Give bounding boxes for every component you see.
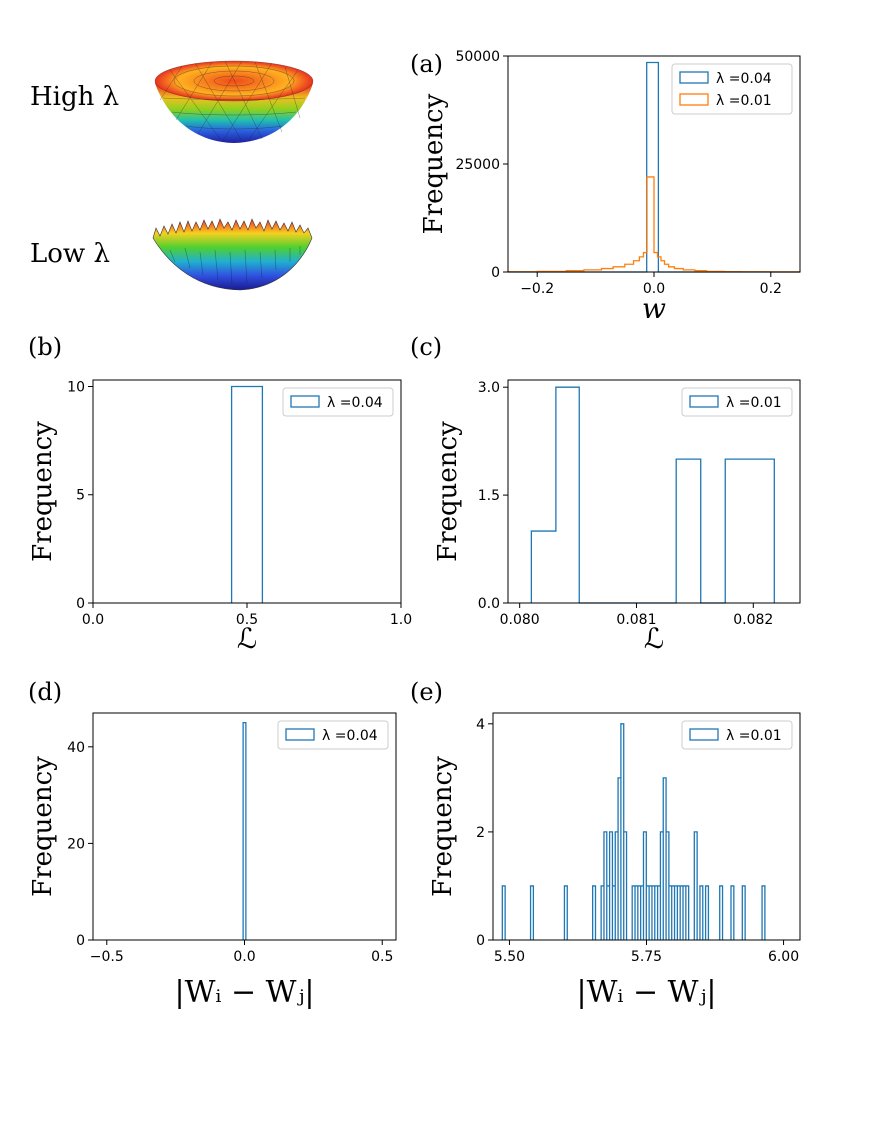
legend: λ =0.01 — [681, 387, 793, 417]
legend-label: λ =0.01 — [716, 93, 772, 109]
legend-box — [681, 387, 793, 417]
y-axis-label: Frequency — [419, 93, 449, 234]
rough-bowl-icon — [152, 218, 313, 291]
x-tick-label: 0.0 — [643, 281, 665, 297]
legend-box — [282, 387, 394, 417]
legend-label: λ =0.04 — [322, 728, 378, 744]
y-tick-label: 1.5 — [478, 488, 500, 504]
y-tick-label: 25000 — [455, 157, 500, 173]
x-tick-label: 5.75 — [631, 949, 662, 965]
histogram-series — [242, 722, 247, 940]
chart-panel-d: (d) −0.5 0.0 0.5 0 20 40 |Wᵢ − Wⱼ| Frequency λ =0… — [28, 678, 397, 1010]
x-tick-label: 0.082 — [733, 612, 773, 628]
y-tick-label: 40 — [67, 740, 85, 756]
x-axis-label: ℒ — [237, 622, 257, 655]
x-tick-label: 0.080 — [500, 612, 540, 628]
panel-label: (b) — [28, 333, 62, 361]
y-tick-label: 4 — [476, 717, 485, 733]
legend-label: λ =0.04 — [327, 395, 383, 411]
x-tick-label: 0.5 — [371, 949, 393, 965]
x-tick-label: −0.2 — [520, 281, 554, 297]
high-lambda-label: High λ — [30, 82, 119, 112]
x-tick-label: 6.00 — [768, 949, 799, 965]
histogram-series — [230, 385, 264, 603]
y-tick-label: 3.0 — [478, 380, 500, 396]
panel-label: (e) — [410, 678, 443, 706]
x-axis-label: ℒ — [644, 622, 664, 655]
legend-label: λ =0.04 — [716, 71, 772, 87]
y-axis-label: Frequency — [28, 756, 58, 897]
axes-frame — [507, 379, 801, 604]
x-tick-label: 0.2 — [760, 281, 782, 297]
legend-swatch — [689, 728, 719, 741]
chart-panel-b: (b) 0.0 0.5 1.0 0 5 10 ℒ Frequency λ =0.04 — [28, 333, 412, 655]
chart-panel-c: (c) 0.080 0.081 0.082 0.0 1.5 3.0 ℒ Frequency λ =… — [410, 333, 801, 655]
y-tick-label: 0.0 — [478, 596, 500, 612]
y-axis-label: Frequency — [28, 421, 58, 562]
x-tick-label: 0.081 — [616, 612, 656, 628]
histogram-series — [501, 723, 766, 940]
y-axis-label: Frequency — [428, 756, 458, 897]
panel-label: (d) — [28, 678, 62, 706]
legend-box — [277, 720, 389, 750]
x-axis-label: |Wᵢ − Wⱼ| — [174, 975, 314, 1010]
x-tick-label: 1.0 — [390, 612, 412, 628]
legend-swatch — [679, 93, 709, 106]
legend-swatch — [285, 728, 315, 741]
x-tick-label: 0.5 — [236, 612, 258, 628]
x-axis-label: |Wᵢ − Wⱼ| — [576, 975, 716, 1010]
y-tick-label: 0 — [491, 265, 500, 281]
x-tick-label: 0.0 — [233, 949, 255, 965]
smooth-bowl-icon — [154, 60, 314, 143]
x-axis-label: w — [642, 292, 666, 325]
panel-label: (a) — [410, 50, 443, 78]
landscape-illustration: High λ — [30, 60, 314, 291]
legend-swatch — [290, 395, 320, 408]
y-tick-label: 0 — [76, 933, 85, 949]
legend: λ =0.04 — [277, 720, 389, 750]
legend: λ =0.04 — [282, 387, 394, 417]
y-tick-label: 2 — [476, 825, 485, 841]
y-tick-label: 50000 — [455, 49, 500, 65]
histogram-series — [507, 176, 801, 273]
chart-panel-e: (e) 5.50 5.75 6.00 0 2 4 |Wᵢ − Wⱼ| Frequency λ =0… — [410, 678, 801, 1010]
low-lambda-label: Low λ — [30, 239, 110, 269]
y-tick-label: 10 — [67, 379, 85, 395]
x-tick-label: −0.5 — [90, 949, 124, 965]
y-tick-label: 5 — [76, 488, 85, 504]
legend-box — [681, 720, 793, 750]
legend: λ =0.01 — [681, 720, 793, 750]
legend: λ =0.04 λ =0.01 — [671, 63, 793, 115]
legend-label: λ =0.01 — [726, 395, 782, 411]
legend-box — [671, 63, 793, 115]
x-tick-label: 0.0 — [82, 612, 104, 628]
legend-swatch — [689, 395, 719, 408]
y-tick-label: 0 — [476, 933, 485, 949]
chart-panel-a: (a) −0.2 0.0 0.2 0 25000 50000 w Frequency λ =0.0… — [410, 49, 801, 325]
y-axis-label: Frequency — [433, 421, 463, 562]
histogram-series — [530, 386, 775, 604]
x-tick-label: 5.50 — [494, 949, 525, 965]
y-tick-label: 20 — [67, 836, 85, 852]
y-tick-label: 0 — [76, 596, 85, 612]
legend-swatch — [679, 71, 709, 84]
legend-label: λ =0.01 — [726, 728, 782, 744]
panel-label: (c) — [410, 333, 442, 361]
